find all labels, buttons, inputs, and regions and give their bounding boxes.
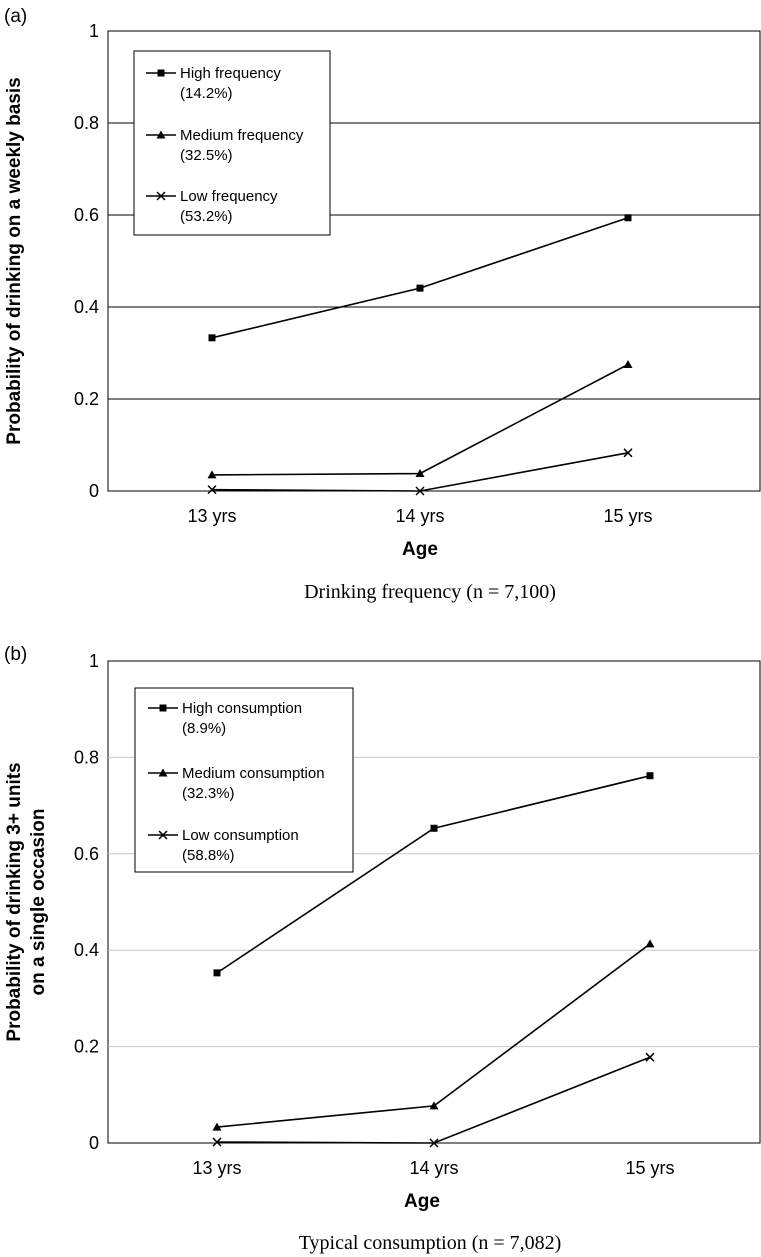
panel-b: (b) 0 0.2 0.4 0.6 0.8 1 13 yrs 14 yrs 15 yrs Pr…	[4, 644, 761, 1254]
panel-a: (a) 0 0.2 0.4 0.6 0.8 1 13 yrs 14 yrs 15 yrs Pr…	[4, 6, 761, 603]
panel-b-data-point-low-consumption	[645, 1052, 655, 1062]
panel-a-y-tick-label: 0.4	[74, 297, 99, 317]
panel-a-data-point-medium-frequency	[415, 469, 425, 478]
panel-b-legend-marker-high-consumption	[159, 704, 167, 712]
panel-a-x-tick-label: 13 yrs	[187, 506, 236, 526]
panel-b-y-tick-label: 0	[89, 1133, 99, 1153]
panel-b-series-line-medium-consumption	[216, 943, 651, 1128]
panel-b-legend-share-medium-consumption: (32.3%)	[182, 785, 235, 802]
panel-b-x-tick-label: 14 yrs	[409, 1158, 458, 1178]
panel-b-y-tick-label: 0.8	[74, 747, 99, 767]
panel-b-legend-marker-low-consumption	[158, 830, 168, 840]
panel-b-y-tick-label: 1	[89, 651, 99, 671]
panel-b-legend: High consumption (8.9%) Medium consumption…	[134, 687, 354, 873]
panel-a-x-tick-labels: 13 yrs 14 yrs 15 yrs	[187, 506, 652, 526]
panel-b-y-tick-label: 0.4	[74, 940, 99, 960]
panel-b-legend-share-high-consumption: (8.9%)	[182, 720, 226, 737]
panel-a-data-point-low-frequency	[207, 485, 217, 495]
panel-a-x-tick-label: 15 yrs	[603, 506, 652, 526]
panel-b-y-axis-title-line-2: on a single occasion	[28, 809, 49, 996]
panel-a-y-tick-label: 1	[89, 21, 99, 41]
panel-b-data-point-medium-consumption	[645, 939, 655, 948]
panel-a-plot-frame	[107, 30, 761, 492]
panel-a-legend-share-low-frequency: (53.2%)	[180, 208, 233, 225]
panel-a-data-point-medium-frequency	[207, 470, 217, 479]
panel-b-data-point-high-consumption	[430, 824, 438, 832]
panel-b-data-point-high-consumption	[213, 969, 221, 977]
panel-b-caption: Typical consumption (n = 7,082)	[299, 1232, 562, 1254]
panel-a-data-point-high-frequency	[416, 284, 424, 292]
panel-a-y-tick-label: 0.8	[74, 113, 99, 133]
panel-a-label: (a)	[4, 6, 27, 27]
panel-b-legend-marker-medium-consumption	[158, 768, 168, 777]
panel-b-x-tick-label: 13 yrs	[192, 1158, 241, 1178]
panel-a-series-line-high-frequency	[211, 217, 629, 339]
panel-b-data-point-medium-consumption	[429, 1101, 439, 1110]
panel-a-y-tick-label: 0.6	[74, 205, 99, 225]
panel-a-legend-marker-high-frequency	[157, 69, 165, 77]
panel-a-y-tick-label: 0	[89, 481, 99, 501]
panel-a-legend: High frequency (14.2%) Medium frequency (32…	[133, 50, 331, 236]
panel-a-legend-box	[133, 50, 331, 236]
panel-a-legend-label-high-frequency: High frequency	[180, 65, 281, 82]
panel-a-data-point-medium-frequency	[623, 360, 633, 368]
panel-b-legend-box	[134, 687, 354, 873]
panel-a-data-point-high-frequency	[208, 334, 216, 342]
panel-b-x-tick-label: 15 yrs	[625, 1158, 674, 1178]
panel-b-y-axis-title-line-1: Probability of drinking 3+ units	[4, 762, 25, 1041]
panel-b-legend-label-high-consumption: High consumption	[182, 700, 302, 717]
panel-b-legend-share-low-consumption: (58.8%)	[182, 847, 235, 864]
panel-b-y-tick-labels: 0 0.2 0.4 0.6 0.8 1	[74, 651, 99, 1153]
panel-a-x-tick-label: 14 yrs	[395, 506, 444, 526]
panel-a-data-point-high-frequency	[624, 214, 632, 222]
panel-a-series-layer	[207, 214, 633, 496]
panel-b-legend-label-low-consumption: Low consumption	[182, 827, 299, 844]
panel-a-series-line-medium-frequency	[211, 363, 629, 476]
panel-b-label: (b)	[4, 644, 27, 665]
panel-b-series-layer	[212, 772, 655, 1148]
panel-a-y-tick-label: 0.2	[74, 389, 99, 409]
panel-a-legend-marker-medium-frequency	[156, 130, 166, 139]
panel-a-legend-share-medium-frequency: (32.5%)	[180, 147, 233, 164]
panel-a-caption: Drinking frequency (n = 7,100)	[304, 581, 556, 603]
panel-b-series-line-low-consumption	[216, 1056, 651, 1144]
panel-a-legend-label-medium-frequency: Medium frequency	[180, 127, 304, 144]
panel-b-data-point-low-consumption	[429, 1138, 439, 1148]
panel-b-legend-label-medium-consumption: Medium consumption	[182, 765, 325, 782]
panel-a-x-axis-title: Age	[402, 539, 438, 560]
panel-b-y-tick-label: 0.6	[74, 844, 99, 864]
panel-a-y-axis-title: Probability of drinking on a weekly basi…	[4, 77, 25, 444]
panel-a-data-point-low-frequency	[415, 486, 425, 496]
panel-a-legend-share-high-frequency: (14.2%)	[180, 85, 233, 102]
panel-a-data-point-low-frequency	[623, 448, 633, 458]
panel-b-x-tick-labels: 13 yrs 14 yrs 15 yrs	[192, 1158, 674, 1178]
panel-b-x-axis-title: Age	[404, 1191, 440, 1212]
panel-a-legend-label-low-frequency: Low frequency	[180, 188, 278, 205]
panel-b-data-point-high-consumption	[646, 772, 654, 780]
panel-b-data-point-medium-consumption	[212, 1122, 222, 1131]
panel-a-y-tick-labels: 0 0.2 0.4 0.6 0.8 1	[74, 21, 99, 501]
panel-a-legend-marker-low-frequency	[156, 191, 166, 201]
panel-b-data-point-low-consumption	[212, 1137, 222, 1147]
panel-b-y-tick-label: 0.2	[74, 1037, 99, 1057]
